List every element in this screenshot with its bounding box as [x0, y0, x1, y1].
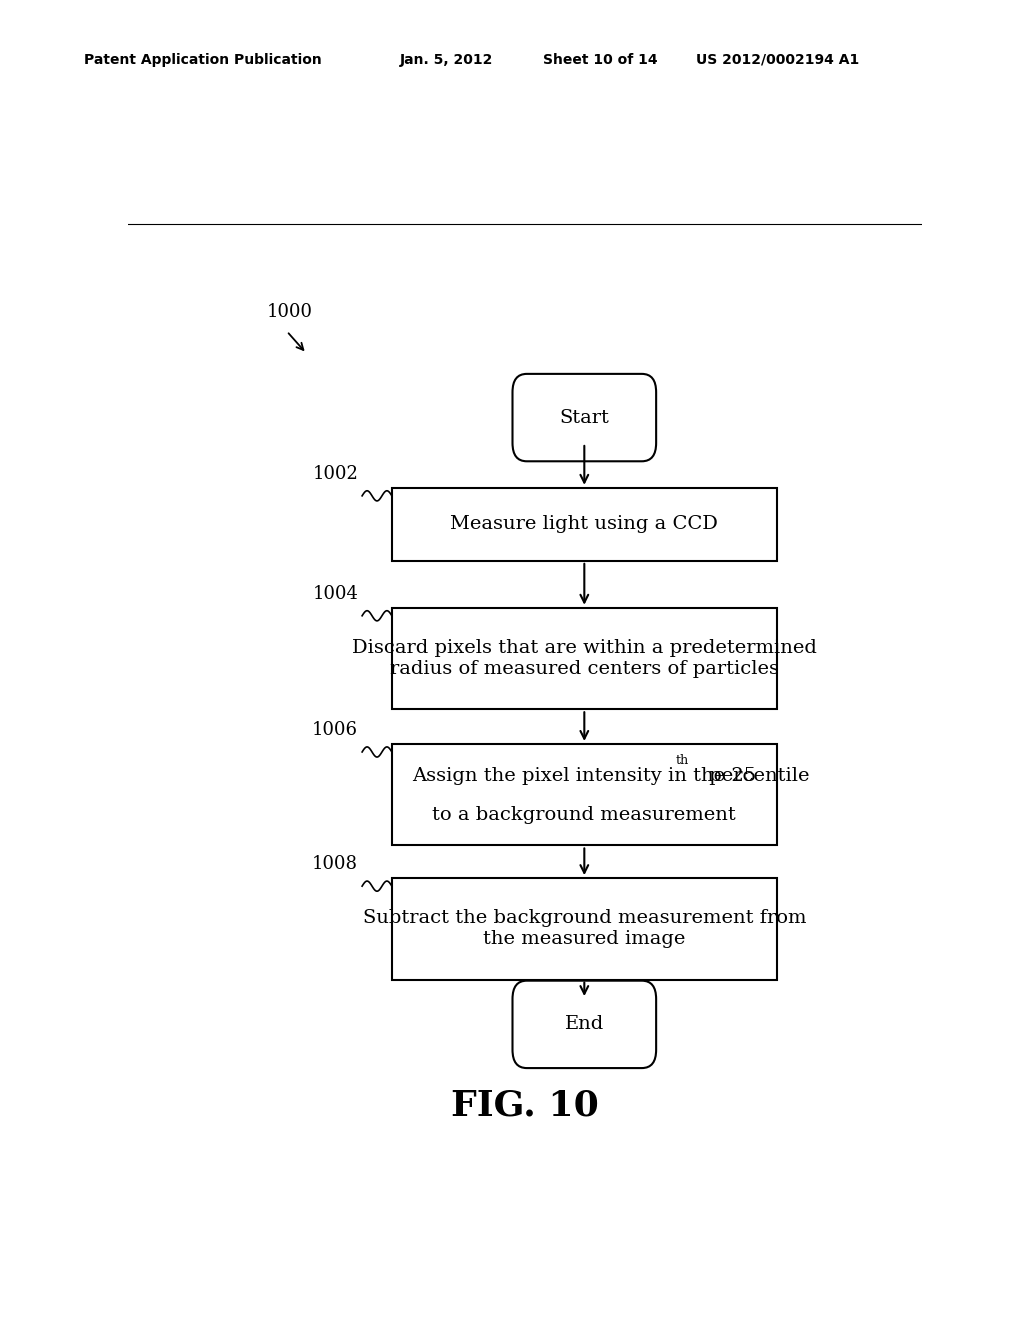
Text: End: End — [564, 1015, 604, 1034]
Bar — [392, 878, 777, 979]
Text: Assign the pixel intensity in the 25: Assign the pixel intensity in the 25 — [413, 767, 757, 785]
Text: th: th — [676, 754, 689, 767]
Bar — [392, 487, 777, 561]
Text: Start: Start — [559, 409, 609, 426]
Text: Measure light using a CCD: Measure light using a CCD — [451, 515, 718, 533]
Text: percentile: percentile — [703, 767, 810, 785]
Text: 1000: 1000 — [267, 304, 313, 321]
Text: 1004: 1004 — [312, 585, 358, 602]
Text: 1002: 1002 — [312, 465, 358, 483]
Text: Jan. 5, 2012: Jan. 5, 2012 — [399, 53, 493, 67]
Text: Discard pixels that are within a predetermined
radius of measured centers of par: Discard pixels that are within a predete… — [352, 639, 817, 678]
Text: Subtract the background measurement from
the measured image: Subtract the background measurement from… — [362, 909, 806, 948]
Text: to a background measurement: to a background measurement — [432, 807, 736, 824]
Bar — [392, 607, 777, 709]
FancyBboxPatch shape — [512, 981, 656, 1068]
Text: 1008: 1008 — [312, 855, 358, 873]
Text: US 2012/0002194 A1: US 2012/0002194 A1 — [696, 53, 859, 67]
FancyBboxPatch shape — [512, 374, 656, 461]
Bar — [392, 744, 777, 846]
Text: 1006: 1006 — [312, 721, 358, 739]
Text: Sheet 10 of 14: Sheet 10 of 14 — [543, 53, 657, 67]
Text: Patent Application Publication: Patent Application Publication — [84, 53, 322, 67]
Text: FIG. 10: FIG. 10 — [451, 1089, 599, 1123]
